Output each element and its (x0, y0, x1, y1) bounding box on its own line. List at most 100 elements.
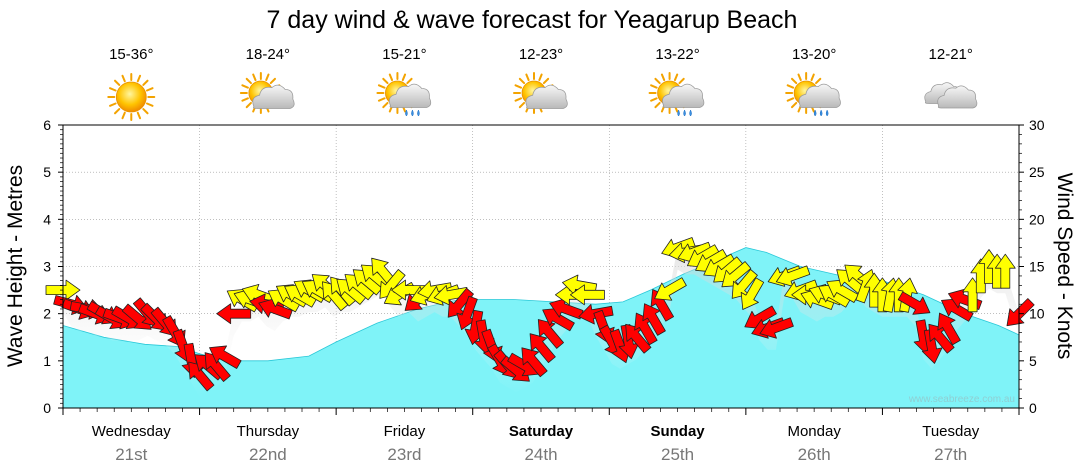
cloud-shape (388, 83, 432, 108)
sun-ray (815, 77, 822, 85)
cloud-body (937, 85, 978, 109)
partly-cloudy-icon (239, 72, 295, 114)
wind-arrow-strong (529, 333, 556, 364)
sun-ray (245, 77, 252, 85)
sun-ray (650, 84, 658, 89)
right-axis: 0 5 10 15 20 25 30 (1019, 117, 1045, 416)
cloud-shape (798, 83, 841, 108)
sun-ray (241, 84, 249, 89)
sun-ray (650, 97, 658, 102)
sun-ray (660, 73, 666, 82)
day-name-label: Tuesday (922, 423, 979, 440)
y-tick-label: 6 (43, 117, 51, 133)
sun-ray (791, 77, 798, 85)
wind-arrow-strong (209, 345, 242, 369)
sun-ray (654, 101, 661, 109)
day-date-label: 21st (115, 445, 147, 464)
wind-arrow-strong (642, 303, 666, 336)
y2-tick-label: 30 (1029, 117, 1045, 133)
day-temperature: 13-22° (655, 46, 699, 63)
plot-area (45, 125, 1035, 409)
sun-ray (252, 73, 257, 82)
wind-arrow-strong (937, 312, 961, 346)
sun-ray (406, 77, 413, 85)
sun-ray (542, 77, 550, 85)
wind-arrow-strong (897, 291, 931, 315)
sun-cloud-showers-icon (376, 72, 432, 117)
y-tick-label: 4 (43, 211, 51, 227)
sun-icon (107, 73, 156, 121)
watermark: www.seabreeze.com.au (908, 394, 1015, 405)
wind-arrow-strong (759, 317, 794, 339)
sun-ray (377, 84, 386, 89)
sun-disc (115, 81, 147, 113)
sun-ray (114, 108, 121, 115)
y2-tick-label: 20 (1029, 211, 1045, 227)
wind-arrow-light (826, 279, 859, 303)
day-name-label: Wednesday (92, 423, 171, 440)
wind-arrow-strong (216, 303, 252, 325)
wind-arrow-strong (258, 298, 293, 320)
day-date-label: 24th (524, 445, 557, 464)
wind-arrow-strong (447, 287, 474, 318)
cloud-shape (662, 83, 705, 108)
sun-ray (518, 77, 526, 85)
raindrop (417, 109, 420, 117)
y2-tick-label: 0 (1029, 400, 1037, 416)
sun-ray (786, 97, 795, 102)
day-date-label: 26th (798, 445, 831, 464)
sun-ray (382, 77, 389, 85)
sun-ray (514, 97, 523, 102)
cloud-body (525, 84, 568, 109)
raindrop (677, 109, 680, 117)
sun-ray (121, 111, 126, 120)
sun-ray (518, 101, 526, 109)
cloud-icon (924, 82, 978, 109)
sun-ray (269, 77, 276, 85)
sun-ray (388, 73, 394, 82)
y-tick-label: 3 (43, 259, 51, 275)
sun-ray (382, 101, 389, 109)
y2-axis-label: Wind Speed - Knots (1053, 173, 1076, 360)
sun-ray (538, 73, 543, 82)
day-date-label: 23rd (387, 445, 421, 464)
wind-arrows (45, 237, 1035, 392)
wind-arrow-light (740, 277, 765, 310)
sun-cloud-rain-icon (648, 72, 705, 117)
sun-ray (121, 74, 126, 83)
sun-ray (265, 73, 270, 82)
wind-arrow-light (391, 279, 426, 301)
sun-ray (145, 87, 154, 92)
day-temperature: 13-20° (792, 46, 836, 63)
y2-tick-label: 25 (1029, 164, 1045, 180)
y-tick-label: 2 (43, 306, 51, 322)
sun-ray (245, 101, 252, 109)
wind-arrow-light (731, 269, 758, 299)
sun-ray (109, 102, 117, 107)
sun-ray (136, 74, 142, 83)
raindrop (411, 109, 414, 117)
y-tick-label: 0 (43, 400, 51, 416)
raindrop (689, 109, 692, 117)
y2-tick-label: 10 (1029, 306, 1045, 322)
wind-arrow-light (994, 253, 1016, 289)
y-tick-label: 5 (43, 164, 51, 180)
day-date-label: 27th (934, 445, 967, 464)
wind-arrow-light (570, 284, 605, 306)
sun-ray (797, 73, 802, 82)
raindrop (813, 109, 817, 117)
day-name-label: Monday (787, 423, 841, 440)
day-date-label: 25th (661, 445, 694, 464)
day-name-label: Thursday (237, 423, 300, 440)
cloud-body (662, 83, 705, 108)
wind-arrow-strong (537, 319, 564, 349)
sun-ray (673, 73, 679, 82)
wind-arrow-strong (542, 307, 575, 332)
cloud-body (252, 84, 295, 109)
sun-ray (145, 102, 154, 107)
chart-title: 7 day wind & wave forecast for Yeagarup … (267, 6, 798, 34)
sun-ray (786, 84, 795, 89)
y-tick-label: 1 (43, 353, 51, 369)
sun-ray (514, 84, 523, 89)
